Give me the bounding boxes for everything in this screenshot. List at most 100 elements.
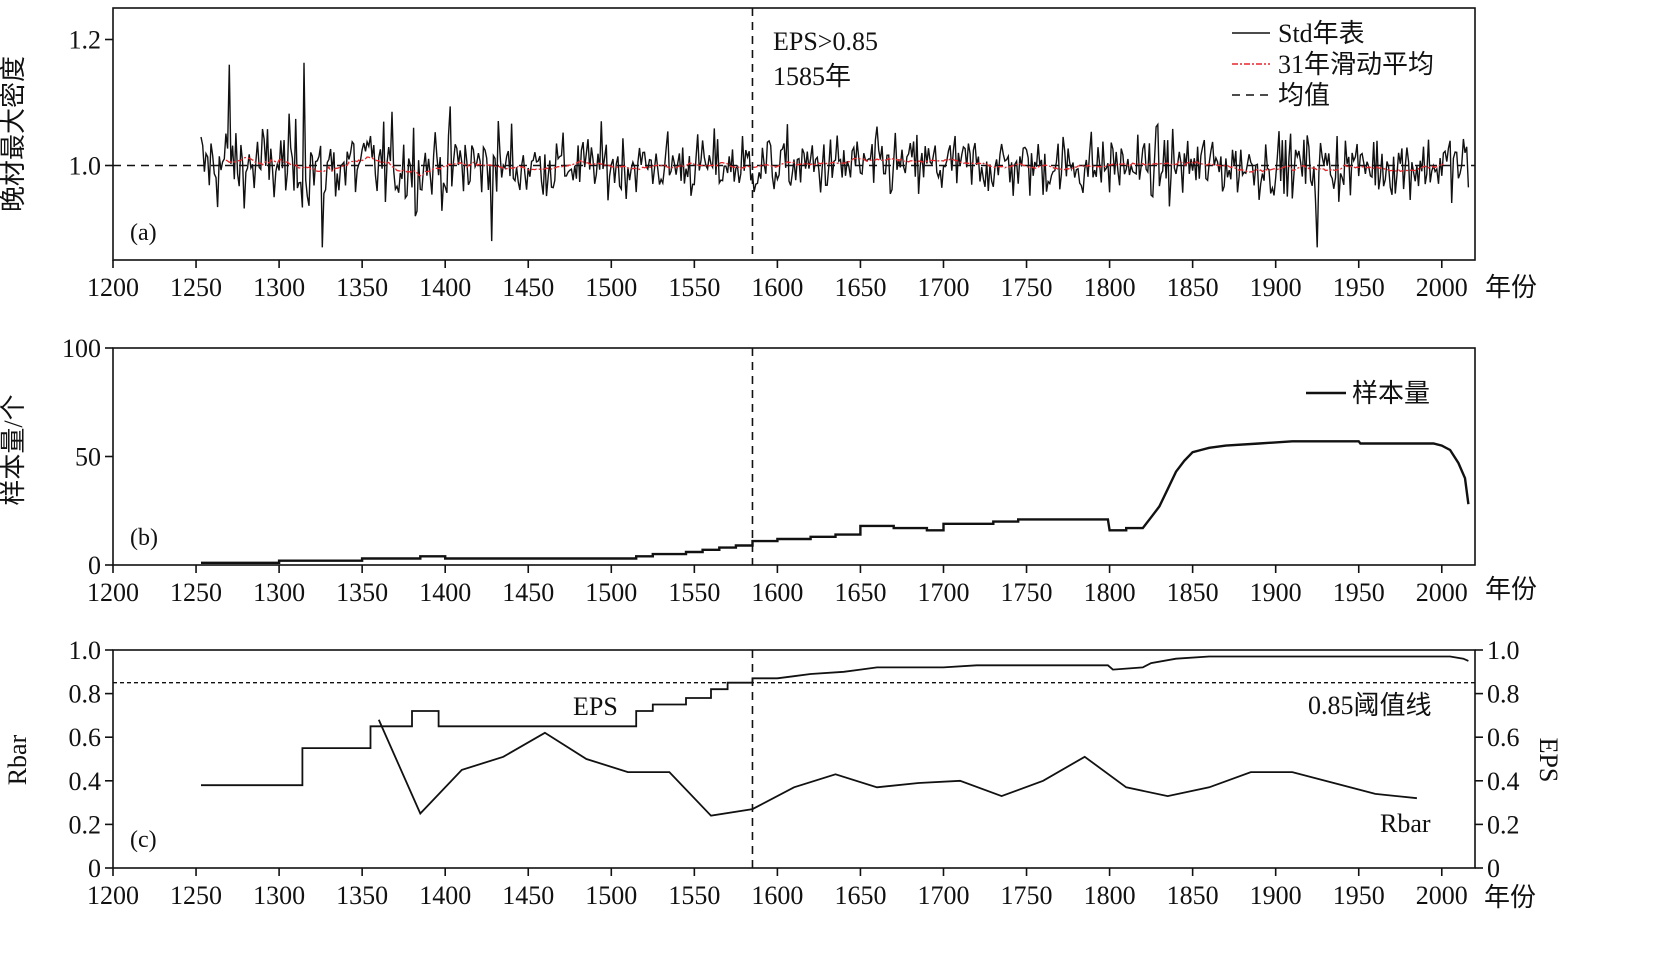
x-tick-label: 1200	[87, 273, 139, 302]
x-tick-label: 1750	[1001, 881, 1053, 910]
y-tick-label: 1.0	[69, 152, 102, 181]
panel-c-y-ticks: 0 0.2 0.4 0.6 0.8 1.0	[69, 636, 113, 883]
legend-mean-label: 均值	[1278, 81, 1330, 110]
y-tick-label: 0.2	[69, 810, 102, 839]
x-tick-label: 1250	[170, 881, 222, 910]
x-tick-label: 1700	[917, 273, 969, 302]
eps-series-label: EPS	[573, 692, 618, 721]
x-tick-label: 1250	[170, 578, 222, 607]
panel-a-legend: Std年表 31年滑动平均 均值	[1232, 19, 1434, 110]
x-tick-label: 1900	[1250, 881, 1302, 910]
panel-b-x-unit: 年份	[1485, 575, 1537, 604]
panel-c-rbar-series	[377, 719, 1417, 817]
x-tick-label: 1800	[1084, 881, 1136, 910]
panel-c-label: (c)	[130, 827, 157, 853]
x-tick-label: 1250	[170, 273, 222, 302]
x-tick-label: 1700	[917, 881, 969, 910]
x-tick-label: 1500	[585, 273, 637, 302]
legend-std-label: Std年表	[1278, 19, 1365, 48]
panel-b-x-ticks: 1200 1250 1300 1350 1400 1450 1500 1550 1600 1650…	[87, 565, 1468, 607]
y-tick-label: 100	[62, 334, 101, 363]
y2-tick-label: 1.0	[1487, 636, 1520, 665]
x-tick-label: 1950	[1333, 881, 1385, 910]
panel-b-frame	[112, 347, 1476, 566]
x-tick-label: 1600	[751, 881, 803, 910]
x-tick-label: 1750	[1001, 273, 1053, 302]
x-tick-label: 2000	[1416, 578, 1468, 607]
x-tick-label: 1350	[336, 578, 388, 607]
panel-b-sample-size-series	[201, 440, 1470, 564]
y2-tick-label: 0.4	[1487, 767, 1520, 796]
panel-a-std-series	[200, 62, 1470, 248]
y-tick-label: 0	[88, 854, 101, 883]
x-tick-label: 1800	[1084, 273, 1136, 302]
x-tick-label: 1350	[336, 273, 388, 302]
y-tick-label: 1.2	[69, 26, 102, 55]
x-tick-label: 1500	[585, 578, 637, 607]
x-tick-label: 1450	[502, 578, 554, 607]
x-tick-label: 1200	[87, 881, 139, 910]
x-tick-label: 1500	[585, 881, 637, 910]
x-tick-label: 1400	[419, 881, 471, 910]
eps-annotation-line2: 1585年	[773, 62, 851, 91]
x-tick-label: 1650	[834, 273, 886, 302]
y-tick-label: 0.4	[69, 767, 102, 796]
legend-smooth-label: 31年滑动平均	[1278, 50, 1434, 79]
panel-b-legend: 样本量	[1306, 379, 1430, 408]
y-tick-label: 0.8	[69, 680, 102, 709]
eps-annotation-line1: EPS>0.85	[773, 27, 878, 56]
x-tick-label: 2000	[1416, 273, 1468, 302]
y2-tick-label: 0.2	[1487, 810, 1520, 839]
x-tick-label: 1600	[751, 578, 803, 607]
y2-tick-label: 0.6	[1487, 723, 1520, 752]
y-tick-label: 0	[88, 551, 101, 580]
x-tick-label: 1550	[668, 273, 720, 302]
panel-c-x-ticks: 1200 1250 1300 1350 1400 1450 1500 1550 1600 1650…	[87, 868, 1468, 910]
y-tick-label: 0.6	[69, 723, 102, 752]
x-tick-label: 1850	[1167, 881, 1219, 910]
panel-a-y-ticks: 1.0 1.2	[69, 26, 113, 181]
x-tick-label: 1400	[419, 273, 471, 302]
panel-a-x-ticks: 1200 1250 1300 1350 1400 1450 1500 1550 1600 1650…	[87, 260, 1468, 302]
x-tick-label: 1850	[1167, 578, 1219, 607]
x-tick-label: 1800	[1084, 578, 1136, 607]
rbar-series-label: Rbar	[1380, 809, 1431, 838]
threshold-label: 0.85阈值线	[1308, 691, 1432, 720]
x-tick-label: 1400	[419, 578, 471, 607]
panel-c-eps-series	[201, 655, 1469, 787]
x-tick-label: 1350	[336, 881, 388, 910]
x-tick-label: 1900	[1250, 273, 1302, 302]
panel-a: 1.01.2 1200 1250 1300 1350 1400 1450 1500 1550 1…	[0, 7, 1537, 302]
panel-b-y-ticks: 0 50 100	[62, 334, 113, 580]
panel-a-smooth-series	[225, 156, 1444, 177]
legend-sample-label: 样本量	[1352, 379, 1430, 408]
x-tick-label: 1900	[1250, 578, 1302, 607]
panel-c-y-label: Rbar	[3, 734, 32, 785]
panel-a-y-label: 晚材最大密度	[0, 56, 28, 212]
x-tick-label: 1650	[834, 881, 886, 910]
x-tick-label: 1200	[87, 578, 139, 607]
panel-b-label: (b)	[130, 525, 158, 551]
x-tick-label: 1550	[668, 881, 720, 910]
panel-c: 0 0.2 0.4 0.6 0.8 1.0 0 0.2 0.4 0.6 0.8 1.0 1200 12…	[3, 636, 1563, 912]
x-tick-label: 1450	[502, 273, 554, 302]
y-tick-label: 1.0	[69, 636, 102, 665]
panel-c-y2-label: EPS	[1534, 738, 1563, 783]
x-tick-label: 2000	[1416, 881, 1468, 910]
x-tick-label: 1850	[1167, 273, 1219, 302]
x-tick-label: 1650	[834, 578, 886, 607]
panel-c-y2-ticks: 0 0.2 0.4 0.6 0.8 1.0	[1475, 636, 1520, 883]
figure: 1.01.2 1200 1250 1300 1350 1400 1450 1500 1550 1…	[0, 7, 1563, 912]
panel-c-x-unit: 年份	[1484, 883, 1536, 912]
x-tick-label: 1300	[253, 881, 305, 910]
x-tick-label: 1300	[253, 578, 305, 607]
x-tick-label: 1950	[1333, 273, 1385, 302]
x-tick-label: 1600	[751, 273, 803, 302]
x-tick-label: 1300	[253, 273, 305, 302]
panel-a-x-unit: 年份	[1485, 273, 1537, 302]
y2-tick-label: 0	[1487, 854, 1500, 883]
x-tick-label: 1550	[668, 578, 720, 607]
x-tick-label: 1950	[1333, 578, 1385, 607]
panel-a-label: (a)	[130, 220, 157, 246]
